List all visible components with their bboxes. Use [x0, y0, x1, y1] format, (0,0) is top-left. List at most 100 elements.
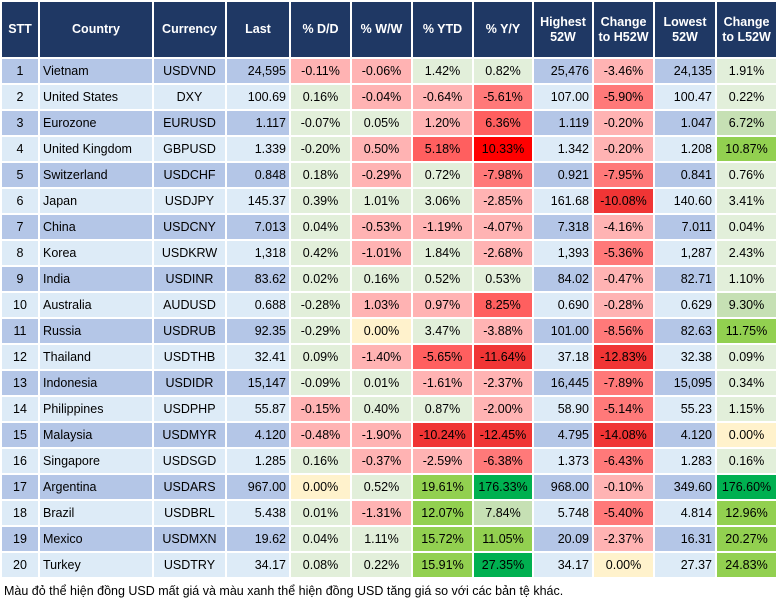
- cell-stt: 19: [0, 525, 40, 553]
- cell-cl: 0.09%: [715, 343, 777, 371]
- cell-low: 1.208: [653, 135, 717, 163]
- cell-dd: 0.08%: [289, 551, 352, 579]
- cell-ytd: 0.52%: [411, 265, 474, 293]
- cell-country: Mexico: [38, 525, 154, 553]
- cell-dd: -0.11%: [289, 57, 352, 85]
- cell-ww: -0.29%: [350, 161, 413, 189]
- cell-low: 16.31: [653, 525, 717, 553]
- cell-high: 25,476: [532, 57, 594, 85]
- column-header-yy[interactable]: % Y/Y: [472, 0, 534, 59]
- cell-high: 1.119: [532, 109, 594, 137]
- cell-stt: 7: [0, 213, 40, 241]
- column-header-dd[interactable]: % D/D: [289, 0, 352, 59]
- cell-last: 145.37: [225, 187, 291, 215]
- cell-ww: 0.16%: [350, 265, 413, 293]
- cell-stt: 10: [0, 291, 40, 319]
- cell-currency: USDTRY: [152, 551, 227, 579]
- column-header-stt[interactable]: STT: [0, 0, 40, 59]
- cell-ww: 1.01%: [350, 187, 413, 215]
- column-header-ww[interactable]: % W/W: [350, 0, 413, 59]
- cell-ytd: 0.72%: [411, 161, 474, 189]
- cell-cl: 0.22%: [715, 83, 777, 111]
- cell-last: 92.35: [225, 317, 291, 345]
- cell-last: 0.688: [225, 291, 291, 319]
- column-header-high[interactable]: Highest 52W: [532, 0, 594, 59]
- cell-ytd: -1.61%: [411, 369, 474, 397]
- table-row: 16 Singapore USDSGD 1.285 0.16% -0.37% -2.59% -…: [0, 447, 777, 475]
- cell-stt: 3: [0, 109, 40, 137]
- cell-ww: -1.01%: [350, 239, 413, 267]
- table-row: 6 Japan USDJPY 145.37 0.39% 1.01% 3.06% -2.85% 1…: [0, 187, 777, 215]
- table-row: 11 Russia USDRUB 92.35 -0.29% 0.00% 3.47% -3.88…: [0, 317, 777, 345]
- cell-stt: 18: [0, 499, 40, 527]
- table-row: 1 Vietnam USDVND 24,595 -0.11% -0.06% 1.42% 0.8…: [0, 57, 777, 85]
- cell-ww: 0.40%: [350, 395, 413, 423]
- cell-currency: EURUSD: [152, 109, 227, 137]
- cell-yy: 0.53%: [472, 265, 534, 293]
- cell-dd: -0.28%: [289, 291, 352, 319]
- cell-last: 1.117: [225, 109, 291, 137]
- cell-last: 0.848: [225, 161, 291, 189]
- cell-ww: -0.37%: [350, 447, 413, 475]
- table-header: STT Country Currency Last% D/D% W/W% YTD% Y…: [0, 0, 777, 59]
- cell-country: India: [38, 265, 154, 293]
- column-header-ytd[interactable]: % YTD: [411, 0, 474, 59]
- cell-currency: USDJPY: [152, 187, 227, 215]
- cell-last: 4.120: [225, 421, 291, 449]
- cell-cl: 176.60%: [715, 473, 777, 501]
- cell-stt: 6: [0, 187, 40, 215]
- cell-dd: 0.16%: [289, 447, 352, 475]
- cell-high: 7.318: [532, 213, 594, 241]
- cell-ch: 0.00%: [592, 551, 655, 579]
- cell-cl: 0.00%: [715, 421, 777, 449]
- cell-low: 1.047: [653, 109, 717, 137]
- cell-ch: -0.47%: [592, 265, 655, 293]
- cell-cl: 2.43%: [715, 239, 777, 267]
- cell-stt: 5: [0, 161, 40, 189]
- cell-yy: 176.33%: [472, 473, 534, 501]
- cell-dd: 0.09%: [289, 343, 352, 371]
- cell-ytd: -5.65%: [411, 343, 474, 371]
- column-header-country[interactable]: Country: [38, 0, 154, 59]
- cell-ytd: -0.64%: [411, 83, 474, 111]
- column-header-ch[interactable]: Change to H52W: [592, 0, 655, 59]
- cell-ww: -1.40%: [350, 343, 413, 371]
- cell-high: 161.68: [532, 187, 594, 215]
- cell-currency: USDIDR: [152, 369, 227, 397]
- table-row: 4 United Kingdom GBPUSD 1.339 -0.20% 0.50% 5.1…: [0, 135, 777, 163]
- table-row: 8 Korea USDKRW 1,318 0.42% -1.01% 1.84% -2.68% 1…: [0, 239, 777, 267]
- column-header-low[interactable]: Lowest 52W: [653, 0, 717, 59]
- cell-low: 349.60: [653, 473, 717, 501]
- cell-yy: -7.98%: [472, 161, 534, 189]
- cell-yy: -2.68%: [472, 239, 534, 267]
- cell-ch: -6.43%: [592, 447, 655, 475]
- cell-country: Eurozone: [38, 109, 154, 137]
- cell-high: 5.748: [532, 499, 594, 527]
- cell-country: Russia: [38, 317, 154, 345]
- cell-yy: 27.35%: [472, 551, 534, 579]
- cell-ytd: 12.07%: [411, 499, 474, 527]
- cell-dd: 0.04%: [289, 213, 352, 241]
- cell-high: 58.90: [532, 395, 594, 423]
- cell-cl: 1.91%: [715, 57, 777, 85]
- cell-ww: -1.31%: [350, 499, 413, 527]
- cell-high: 1.373: [532, 447, 594, 475]
- cell-low: 140.60: [653, 187, 717, 215]
- cell-ch: -14.08%: [592, 421, 655, 449]
- cell-country: Brazil: [38, 499, 154, 527]
- cell-cl: 0.34%: [715, 369, 777, 397]
- table-row: 2 United States DXY 100.69 0.16% -0.04% -0.64%…: [0, 83, 777, 111]
- cell-dd: -0.48%: [289, 421, 352, 449]
- cell-currency: USDVND: [152, 57, 227, 85]
- cell-yy: 10.33%: [472, 135, 534, 163]
- cell-currency: USDCNY: [152, 213, 227, 241]
- cell-yy: 0.82%: [472, 57, 534, 85]
- column-header-currency[interactable]: Currency: [152, 0, 227, 59]
- column-header-last[interactable]: Last: [225, 0, 291, 59]
- cell-stt: 20: [0, 551, 40, 579]
- cell-ch: -0.28%: [592, 291, 655, 319]
- cell-currency: DXY: [152, 83, 227, 111]
- cell-ww: 1.03%: [350, 291, 413, 319]
- column-header-cl[interactable]: Change to L52W: [715, 0, 777, 59]
- cell-yy: -3.88%: [472, 317, 534, 345]
